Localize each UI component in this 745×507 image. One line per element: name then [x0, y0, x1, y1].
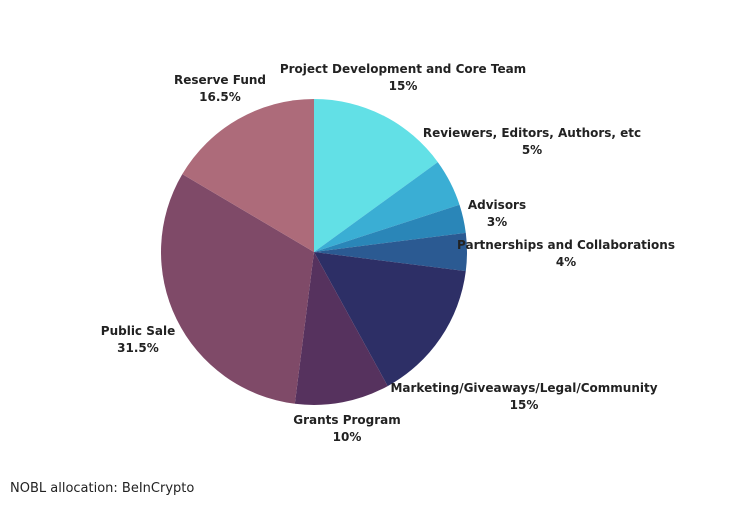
image-caption: NOBL allocation: BeInCrypto [10, 481, 195, 496]
slice-label: Public Sale [101, 324, 175, 338]
slice-label: Project Development and Core Team [280, 62, 526, 76]
pie-slices [161, 99, 467, 405]
pie-slice-1 [314, 99, 438, 252]
slice-value-label: 15% [510, 398, 539, 412]
pie-slice-7 [161, 174, 314, 404]
pie-chart: Project Development and Core Team 15% Revi… [101, 62, 675, 444]
pie-labels: Project Development and Core Team 15% Revi… [101, 62, 675, 444]
slice-value-label: 5% [522, 143, 542, 157]
slice-value-label: 15% [389, 79, 418, 93]
slice-value-label: 3% [487, 215, 507, 229]
pie-slice-5 [314, 252, 466, 387]
slice-value-label: 10% [333, 430, 362, 444]
slice-label: Partnerships and Collaborations [457, 238, 675, 252]
slice-label: Marketing/Giveaways/Legal/Community [390, 381, 657, 395]
slice-label: Reserve Fund [174, 73, 266, 87]
pie-slice-8 [182, 99, 314, 252]
slice-label: Reviewers, Editors, Authors, etc [423, 126, 641, 140]
slice-label: Grants Program [293, 413, 401, 427]
pie-slice-3 [314, 204, 466, 252]
slice-value-label: 31.5% [117, 341, 159, 355]
pie-slice-6 [294, 252, 388, 405]
pie-slice-2 [314, 162, 460, 252]
slice-label: Advisors [468, 198, 526, 212]
slice-value-label: 16.5% [199, 90, 241, 104]
slice-value-label: 4% [556, 255, 576, 269]
pie-slice-4 [314, 232, 467, 272]
